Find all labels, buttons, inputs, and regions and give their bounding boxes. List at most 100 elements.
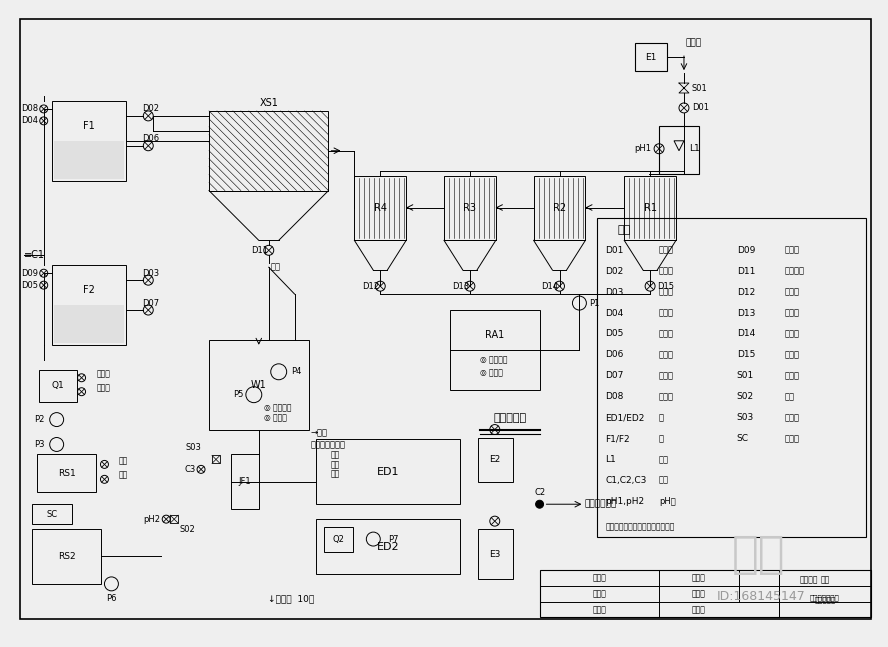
Text: P5: P5 <box>234 390 244 399</box>
Text: D14: D14 <box>542 281 559 291</box>
Text: ED1: ED1 <box>377 467 399 477</box>
Text: D12: D12 <box>362 281 379 291</box>
Text: D08: D08 <box>606 392 623 401</box>
Text: 液位: 液位 <box>659 455 669 464</box>
Bar <box>52 101 126 181</box>
Text: ID:168145147: ID:168145147 <box>717 590 805 603</box>
Text: D11: D11 <box>250 246 268 255</box>
Text: D04: D04 <box>606 309 623 318</box>
Text: 压差仪: 压差仪 <box>784 329 799 338</box>
Bar <box>624 175 676 240</box>
Text: 工程名称: 工程名称 <box>799 575 818 584</box>
Text: 知末: 知末 <box>732 532 785 575</box>
Text: 审定人: 审定人 <box>592 573 607 582</box>
Text: 电磁: 电磁 <box>659 476 669 485</box>
Text: D03: D03 <box>606 288 623 296</box>
Text: D06: D06 <box>142 135 159 143</box>
Text: ◎ 报警水位: ◎ 报警水位 <box>264 403 291 412</box>
Text: 压差仪: 压差仪 <box>784 309 799 318</box>
Bar <box>52 265 126 345</box>
Text: E2: E2 <box>489 455 501 464</box>
Text: S02: S02 <box>179 525 194 534</box>
Text: 淡水: 淡水 <box>331 470 340 479</box>
Text: 截止阀: 截止阀 <box>659 392 674 401</box>
Text: 温度仪: 温度仪 <box>784 246 799 255</box>
Text: 浓水: 浓水 <box>331 460 340 469</box>
Text: D04: D04 <box>21 116 38 126</box>
Text: ◎ 报警水位: ◎ 报警水位 <box>480 355 507 364</box>
Text: 低水位: 低水位 <box>97 383 110 392</box>
Text: F2: F2 <box>83 285 95 295</box>
Bar <box>598 219 866 537</box>
Text: D08: D08 <box>21 104 38 113</box>
Text: D11: D11 <box>737 267 755 276</box>
Text: ED2: ED2 <box>377 542 399 551</box>
Text: 图名: 图名 <box>821 575 830 584</box>
Text: D15: D15 <box>657 281 674 291</box>
Text: 中水位: 中水位 <box>97 369 110 378</box>
Text: S01: S01 <box>692 83 708 93</box>
Text: RA1: RA1 <box>485 330 504 340</box>
Bar <box>478 529 512 579</box>
Text: XS1: XS1 <box>259 98 278 108</box>
Text: 蝶阀: 蝶阀 <box>784 392 795 401</box>
Circle shape <box>535 500 543 508</box>
Text: C1,C2,C3: C1,C2,C3 <box>606 476 646 485</box>
Text: 截止阀: 截止阀 <box>659 267 674 276</box>
Text: 泵: 泵 <box>659 413 664 422</box>
Text: RS2: RS2 <box>58 552 75 561</box>
Text: P1: P1 <box>590 298 599 307</box>
Text: D09: D09 <box>21 269 38 278</box>
Text: D13: D13 <box>452 281 469 291</box>
Text: D02: D02 <box>142 104 159 113</box>
Text: 压差仪: 压差仪 <box>784 288 799 296</box>
Text: E3: E3 <box>489 549 501 558</box>
Text: SC: SC <box>737 434 749 443</box>
Text: 截止阀: 截止阀 <box>784 413 799 422</box>
Text: D02: D02 <box>606 267 623 276</box>
Bar <box>212 455 220 463</box>
Text: 排污: 排污 <box>271 263 281 272</box>
Text: 截止阀: 截止阀 <box>659 351 674 359</box>
Text: D09: D09 <box>737 246 755 255</box>
Text: pH1: pH1 <box>634 144 651 153</box>
Text: D05: D05 <box>606 329 623 338</box>
Text: SC: SC <box>46 510 57 519</box>
Text: 校对人: 校对人 <box>692 589 706 598</box>
Text: 截止阀: 截止阀 <box>659 288 674 296</box>
Text: L1: L1 <box>606 455 616 464</box>
Text: 截止阀: 截止阀 <box>659 309 674 318</box>
Text: 截止阀: 截止阀 <box>659 329 674 338</box>
Text: E1: E1 <box>646 52 657 61</box>
Text: pH2: pH2 <box>143 514 160 523</box>
Text: 压差仪: 压差仪 <box>784 351 799 359</box>
Text: P2: P2 <box>35 415 44 424</box>
Text: 截止阀: 截止阀 <box>659 371 674 380</box>
Bar <box>478 437 512 482</box>
Text: 循环: 循环 <box>331 450 340 459</box>
Text: 泵: 泵 <box>659 434 664 443</box>
Text: 循环回水做末水: 循环回水做末水 <box>311 440 345 449</box>
Text: pH计: pH计 <box>659 497 676 506</box>
Text: ≡C1: ≡C1 <box>24 250 44 260</box>
Text: D01: D01 <box>692 104 709 113</box>
Text: L1: L1 <box>689 144 700 153</box>
Text: 流量调节: 流量调节 <box>784 267 805 276</box>
Text: 循环水: 循环水 <box>686 39 702 48</box>
Text: D06: D06 <box>606 351 623 359</box>
Text: 截止阀: 截止阀 <box>659 246 674 255</box>
Text: C2: C2 <box>534 488 545 497</box>
Text: D13: D13 <box>737 309 755 318</box>
Text: Q2: Q2 <box>332 534 345 543</box>
Text: ED1/ED2: ED1/ED2 <box>606 413 645 422</box>
Text: R3: R3 <box>464 203 476 213</box>
Text: P3: P3 <box>35 440 44 449</box>
Text: R2: R2 <box>553 203 566 213</box>
Text: 电磁阀: 电磁阀 <box>784 371 799 380</box>
Bar <box>315 519 460 574</box>
Text: 泄流: 泄流 <box>118 471 128 480</box>
Text: ↓排污至  10地: ↓排污至 10地 <box>267 595 313 603</box>
Bar <box>534 175 585 240</box>
Text: 绘图人: 绘图人 <box>692 605 706 614</box>
Text: pH1,pH2: pH1,pH2 <box>606 497 645 506</box>
